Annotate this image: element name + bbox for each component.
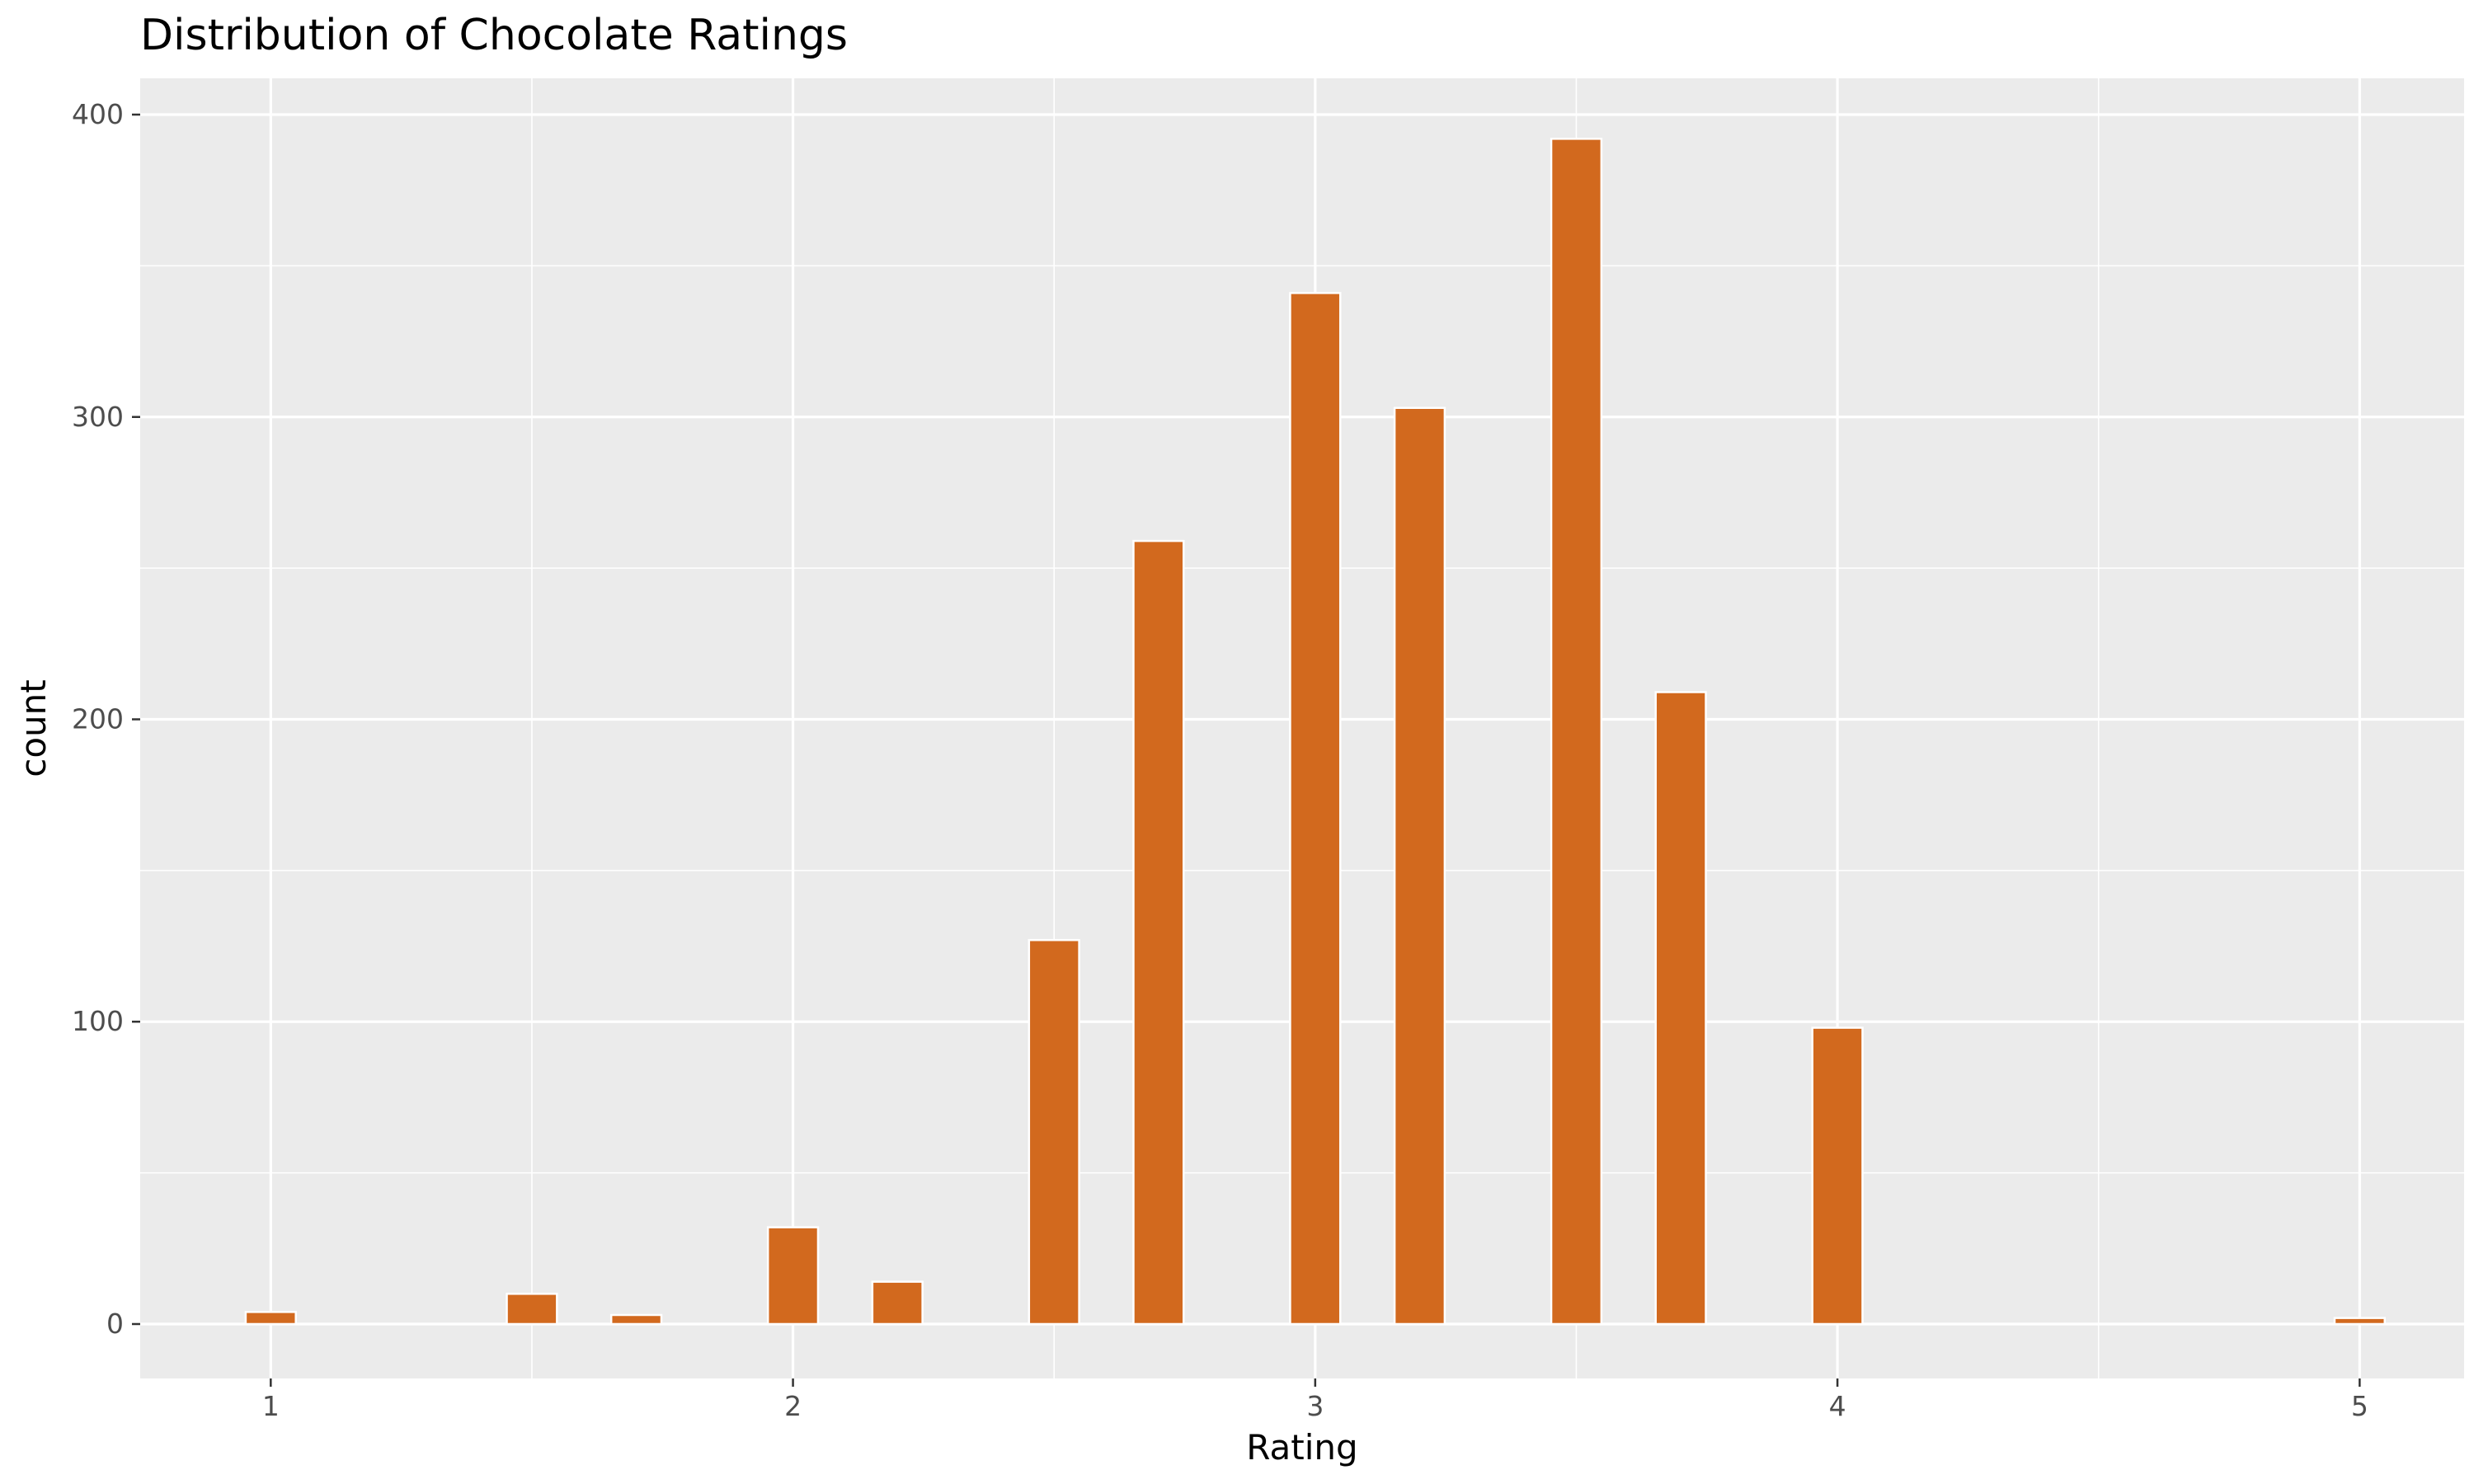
x-tick-label: 1	[262, 1390, 280, 1422]
y-tick-label: 200	[72, 702, 124, 735]
histogram-bar	[1393, 406, 1446, 1326]
y-axis-ticks: 0 100 200 300 400	[72, 98, 140, 1340]
histogram-bar	[1654, 691, 1707, 1326]
histogram-bars	[244, 138, 2386, 1326]
histogram-bar	[1132, 539, 1185, 1326]
x-axis-title: Rating	[1246, 1427, 1357, 1468]
y-tick-label: 300	[72, 401, 124, 433]
histogram-bar	[766, 1226, 820, 1326]
histogram-bar	[2333, 1317, 2386, 1326]
x-tick-label: 2	[784, 1390, 802, 1422]
histogram-bar	[1550, 138, 1603, 1326]
x-tick-label: 3	[1306, 1390, 1324, 1422]
histogram-bar	[506, 1293, 558, 1326]
histogram-bar	[1811, 1026, 1864, 1326]
y-axis-title: count	[13, 679, 54, 777]
y-tick-label: 100	[72, 1005, 124, 1037]
histogram-bar	[1289, 292, 1342, 1326]
y-tick-label: 0	[106, 1308, 124, 1340]
histogram-bar	[871, 1280, 924, 1326]
x-tick-label: 5	[2351, 1390, 2368, 1422]
histogram-bar	[609, 1313, 663, 1326]
x-tick-label: 4	[1829, 1390, 1846, 1422]
histogram-bar	[1028, 938, 1080, 1326]
chart-title: Distribution of Chocolate Ratings	[140, 11, 848, 60]
y-tick-label: 400	[72, 98, 124, 130]
histogram-bar	[244, 1311, 297, 1326]
x-axis-ticks: 1 2 3 4 5	[262, 1378, 2368, 1422]
